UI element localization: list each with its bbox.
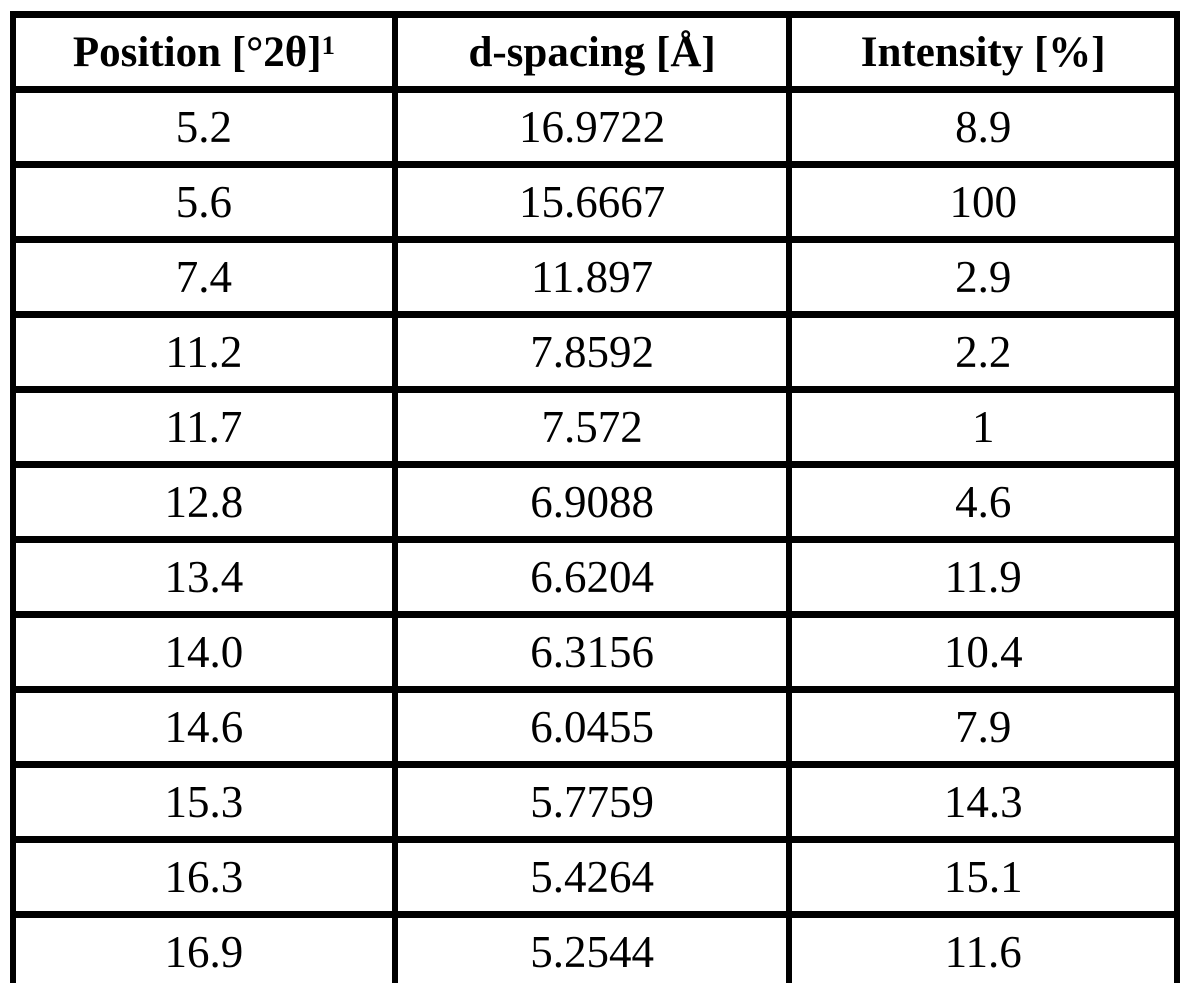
cell-dspacing: 7.572: [391, 386, 793, 468]
cell-position: 5.6: [10, 161, 398, 243]
table-row: 16.3 5.4264 15.1: [10, 836, 1180, 918]
cell-dspacing: 11.897: [391, 236, 793, 318]
cell-intensity: 7.9: [786, 686, 1180, 768]
cell-position: 14.0: [10, 611, 398, 693]
table-row: 11.7 7.572 1: [10, 386, 1180, 468]
cell-dspacing: 6.9088: [391, 461, 793, 543]
position-header-superscript: 1: [321, 29, 335, 60]
xrd-peak-table: Position [°2θ]1 d-spacing [Å] Intensity …: [10, 11, 1180, 983]
table-row: 14.6 6.0455 7.9: [10, 686, 1180, 768]
table-row: 14.0 6.3156 10.4: [10, 611, 1180, 693]
table-row: 11.2 7.8592 2.2: [10, 311, 1180, 393]
cell-dspacing: 5.2544: [391, 911, 793, 983]
cell-position: 12.8: [10, 461, 398, 543]
intensity-header-label: Intensity [%]: [860, 28, 1106, 76]
dspacing-header-label: d-spacing [Å]: [468, 28, 716, 76]
cell-intensity: 10.4: [786, 611, 1180, 693]
table-row: 13.4 6.6204 11.9: [10, 536, 1180, 618]
cell-position: 5.2: [10, 86, 398, 168]
cell-position: 13.4: [10, 536, 398, 618]
cell-intensity: 11.6: [786, 911, 1180, 983]
cell-dspacing: 6.3156: [391, 611, 793, 693]
cell-position: 11.7: [10, 386, 398, 468]
table-row: 15.3 5.7759 14.3: [10, 761, 1180, 843]
cell-intensity: 1: [786, 386, 1180, 468]
table-row: 7.4 11.897 2.9: [10, 236, 1180, 318]
cell-position: 7.4: [10, 236, 398, 318]
table-row: 16.9 5.2544 11.6: [10, 911, 1180, 983]
cell-intensity: 100: [786, 161, 1180, 243]
column-header-position: Position [°2θ]1: [10, 11, 398, 93]
cell-dspacing: 6.0455: [391, 686, 793, 768]
cell-dspacing: 7.8592: [391, 311, 793, 393]
column-header-intensity: Intensity [%]: [786, 11, 1180, 93]
cell-intensity: 11.9: [786, 536, 1180, 618]
column-header-dspacing: d-spacing [Å]: [391, 11, 793, 93]
cell-position: 16.3: [10, 836, 398, 918]
cell-intensity: 15.1: [786, 836, 1180, 918]
cell-intensity: 2.2: [786, 311, 1180, 393]
header-row: Position [°2θ]1 d-spacing [Å] Intensity …: [10, 11, 1180, 93]
table-row: 5.6 15.6667 100: [10, 161, 1180, 243]
cell-position: 11.2: [10, 311, 398, 393]
cell-position: 16.9: [10, 911, 398, 983]
cell-position: 15.3: [10, 761, 398, 843]
cell-intensity: 4.6: [786, 461, 1180, 543]
position-header-label: Position [°2θ]: [72, 28, 322, 76]
cell-position: 14.6: [10, 686, 398, 768]
table-row: 12.8 6.9088 4.6: [10, 461, 1180, 543]
cell-intensity: 14.3: [786, 761, 1180, 843]
cell-intensity: 2.9: [786, 236, 1180, 318]
cell-dspacing: 5.7759: [391, 761, 793, 843]
cell-dspacing: 15.6667: [391, 161, 793, 243]
cell-dspacing: 16.9722: [391, 86, 793, 168]
table-row: 5.2 16.9722 8.9: [10, 86, 1180, 168]
cell-dspacing: 6.6204: [391, 536, 793, 618]
cell-dspacing: 5.4264: [391, 836, 793, 918]
cell-intensity: 8.9: [786, 86, 1180, 168]
